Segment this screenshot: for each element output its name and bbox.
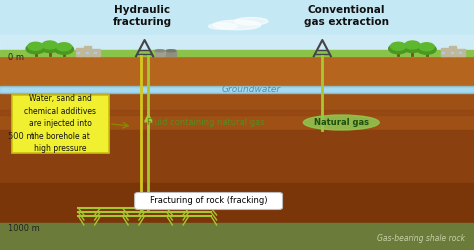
Bar [76, 48, 83, 56]
FancyBboxPatch shape [135, 192, 283, 210]
Ellipse shape [155, 50, 164, 52]
Bar [86, 52, 88, 53]
Bar [94, 52, 96, 53]
Bar [0, 182, 474, 222]
Circle shape [40, 42, 59, 52]
Text: Fluid containing natural gas: Fluid containing natural gas [147, 118, 264, 127]
Bar [0, 0, 474, 50]
Text: Fracturing of rock (fracking): Fracturing of rock (fracking) [150, 196, 267, 205]
Text: Natural gas: Natural gas [314, 118, 369, 127]
Bar [166, 51, 176, 56]
Bar [459, 52, 461, 53]
Text: 500 m: 500 m [8, 132, 34, 141]
Circle shape [56, 43, 72, 51]
Circle shape [391, 42, 406, 50]
Bar [155, 51, 164, 56]
Ellipse shape [235, 18, 268, 25]
Ellipse shape [166, 50, 176, 52]
Bar [449, 46, 456, 56]
Bar [92, 49, 100, 56]
Ellipse shape [209, 23, 237, 29]
Bar [0, 222, 474, 250]
Circle shape [419, 43, 434, 51]
Text: 1000 m: 1000 m [8, 224, 39, 233]
Ellipse shape [303, 115, 379, 130]
Circle shape [389, 44, 408, 54]
Circle shape [405, 41, 420, 49]
FancyBboxPatch shape [12, 95, 109, 152]
Text: Conventional
gas extraction: Conventional gas extraction [303, 5, 389, 26]
Circle shape [403, 42, 422, 52]
Bar [0, 130, 474, 182]
Circle shape [42, 41, 57, 49]
Bar [0, 50, 474, 56]
Text: 0 m: 0 m [8, 52, 24, 62]
Text: Groundwater: Groundwater [222, 85, 281, 94]
Ellipse shape [213, 20, 261, 30]
Bar [0, 92, 474, 130]
Bar [0, 110, 474, 115]
Circle shape [26, 44, 45, 54]
Text: Gas-bearing shale rock: Gas-bearing shale rock [376, 234, 465, 243]
Text: Water, sand and
chemical additives
are injected into
the borehole at
high pressu: Water, sand and chemical additives are i… [25, 94, 96, 153]
Bar [0, 35, 474, 50]
Text: Hydraulic
fracturing: Hydraulic fracturing [113, 5, 172, 26]
Bar [451, 52, 453, 53]
Circle shape [55, 44, 73, 54]
Bar [0, 56, 474, 86]
Bar [84, 46, 91, 56]
Bar [441, 48, 448, 56]
Bar [77, 52, 79, 53]
Circle shape [28, 42, 43, 50]
Bar [0, 86, 474, 92]
Circle shape [417, 44, 436, 54]
Bar [442, 52, 444, 53]
Bar [457, 49, 465, 56]
